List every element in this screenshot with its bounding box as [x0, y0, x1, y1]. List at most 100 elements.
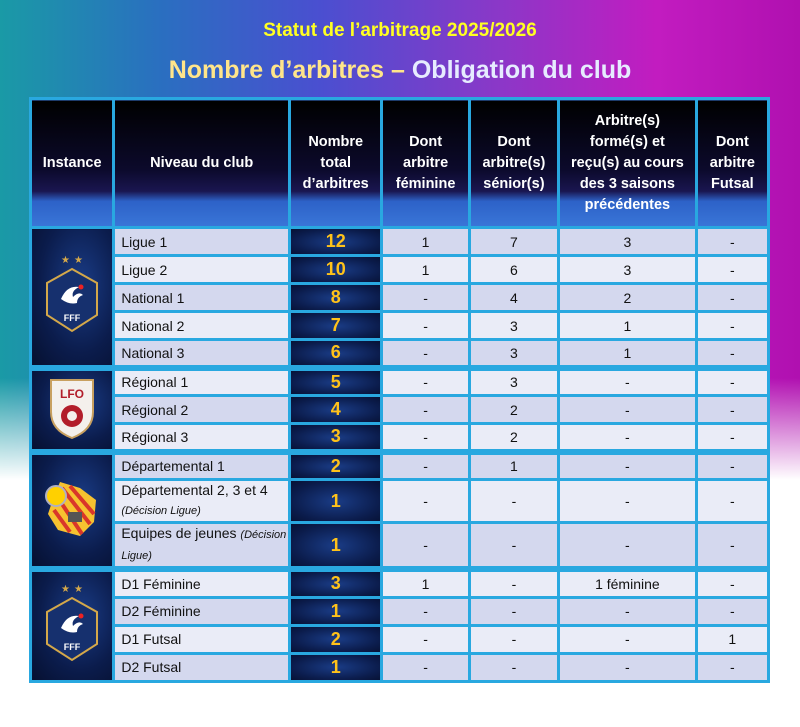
total-cell: 3 [288, 566, 384, 599]
senior-cell: 6 [467, 254, 561, 285]
trained-cell: - [557, 422, 698, 453]
level-cell: Régional 3 [112, 422, 292, 453]
futsal-cell: - [694, 254, 771, 285]
level-note: (Décision Ligue) [121, 505, 201, 517]
trained-cell: 1 féminine [557, 566, 698, 599]
level-label: D1 Féminine [121, 575, 201, 592]
table-row: Départemental 2, 3 et 4 (Décision Ligue)… [31, 478, 771, 524]
column-header: Arbitre(s) formé(s) et reçu(s) au cours … [557, 97, 698, 229]
column-header: Dont arbitre Futsal [694, 97, 771, 229]
level-label: National 3 [121, 344, 185, 361]
futsal-cell: - [694, 595, 771, 627]
trained-cell: - [557, 623, 698, 655]
table-row: Equipes de jeunes (Décision Ligue) 1- - - - [31, 521, 771, 571]
futsal-cell: - [694, 282, 771, 313]
senior-cell: 3 [467, 310, 561, 341]
senior-cell: 2 [467, 394, 561, 425]
instance-cell: ★ ★ FFF [28, 566, 116, 683]
trained-cell: - [557, 448, 698, 481]
futsal-cell: - [694, 338, 771, 369]
trained-cell: 1 [557, 338, 698, 369]
level-label: Régional 1 [121, 374, 189, 391]
female-cell: - [380, 394, 471, 425]
level-cell: D1 Féminine [112, 566, 292, 599]
female-cell: - [380, 478, 471, 524]
level-note: (Décision Ligue) [121, 529, 287, 562]
total-cell: 1 [288, 595, 384, 627]
level-cell: National 1 [112, 282, 292, 313]
senior-cell: 4 [467, 282, 561, 313]
trained-cell: - [557, 651, 698, 683]
futsal-cell: - [694, 226, 771, 257]
female-cell: - [380, 310, 471, 341]
female-cell: 1 [380, 226, 471, 257]
senior-cell: - [467, 566, 561, 599]
futsal-cell: - [694, 521, 771, 571]
total-cell: 3 [288, 422, 384, 453]
total-cell: 2 [288, 448, 384, 481]
futsal-cell: - [694, 310, 771, 341]
trained-cell: 1 [557, 310, 698, 341]
futsal-cell: 1 [694, 623, 771, 655]
trained-cell: 3 [557, 226, 698, 257]
lfo-logo-icon: LFO [47, 379, 97, 443]
svg-text:FFF: FFF [64, 313, 81, 323]
level-label: Régional 2 [121, 401, 189, 418]
female-cell: - [380, 623, 471, 655]
table-row: ★ ★ FFF D1 Féminine 3 1-1 féminine - [28, 566, 771, 683]
svg-text:★: ★ [74, 255, 83, 266]
female-cell: - [380, 521, 471, 571]
female-cell: 1 [380, 254, 471, 285]
district-logo-icon [40, 481, 104, 547]
trained-cell: - [557, 595, 698, 627]
table-row: D2 Féminine 1- - - - [31, 595, 771, 627]
senior-cell: 2 [467, 422, 561, 453]
svg-text:FFF: FFF [64, 642, 81, 652]
fff-logo-icon: ★ ★ FFF [41, 584, 103, 669]
level-cell: National 3 [112, 338, 292, 369]
level-cell: Ligue 1 [112, 226, 292, 257]
page-subtitle: Nombre d’arbitres – Obligation du club [168, 56, 632, 84]
senior-cell: - [467, 478, 561, 524]
level-label: National 2 [121, 317, 185, 334]
senior-cell: - [467, 623, 561, 655]
trained-cell: 2 [557, 282, 698, 313]
futsal-cell: - [694, 422, 771, 453]
futsal-cell: - [694, 394, 771, 425]
total-cell: 1 [288, 521, 384, 571]
header-row: Instance Niveau du club Nombre total d’arb… [28, 97, 771, 229]
female-cell: - [380, 422, 471, 453]
total-cell: 12 [288, 226, 384, 257]
level-label: Régional 3 [121, 428, 189, 445]
svg-text:★: ★ [61, 584, 70, 595]
instance-cell: LFO [28, 364, 116, 453]
female-cell: - [380, 338, 471, 369]
column-header: Niveau du club [112, 97, 292, 229]
female-cell: - [380, 448, 471, 481]
trained-cell: 3 [557, 254, 698, 285]
total-cell: 6 [288, 338, 384, 369]
senior-cell: 1 [467, 448, 561, 481]
futsal-cell: - [694, 566, 771, 599]
female-cell: 1 [380, 566, 471, 599]
female-cell: - [380, 595, 471, 627]
trained-cell: - [557, 364, 698, 397]
column-header: Dont arbitre féminine [380, 97, 471, 229]
futsal-cell: - [694, 651, 771, 683]
level-cell: Régional 2 [112, 394, 292, 425]
senior-cell: - [467, 595, 561, 627]
senior-cell: 3 [467, 364, 561, 397]
total-cell: 1 [288, 478, 384, 524]
senior-cell: - [467, 521, 561, 571]
trained-cell: - [557, 521, 698, 571]
total-cell: 7 [288, 310, 384, 341]
level-cell: Départemental 2, 3 et 4 (Décision Ligue) [112, 478, 292, 524]
level-label: Départemental 1 [121, 458, 225, 475]
futsal-cell: - [694, 448, 771, 481]
level-label: Equipes de jeunes [121, 525, 237, 541]
level-cell: Ligue 2 [112, 254, 292, 285]
level-cell: National 2 [112, 310, 292, 341]
